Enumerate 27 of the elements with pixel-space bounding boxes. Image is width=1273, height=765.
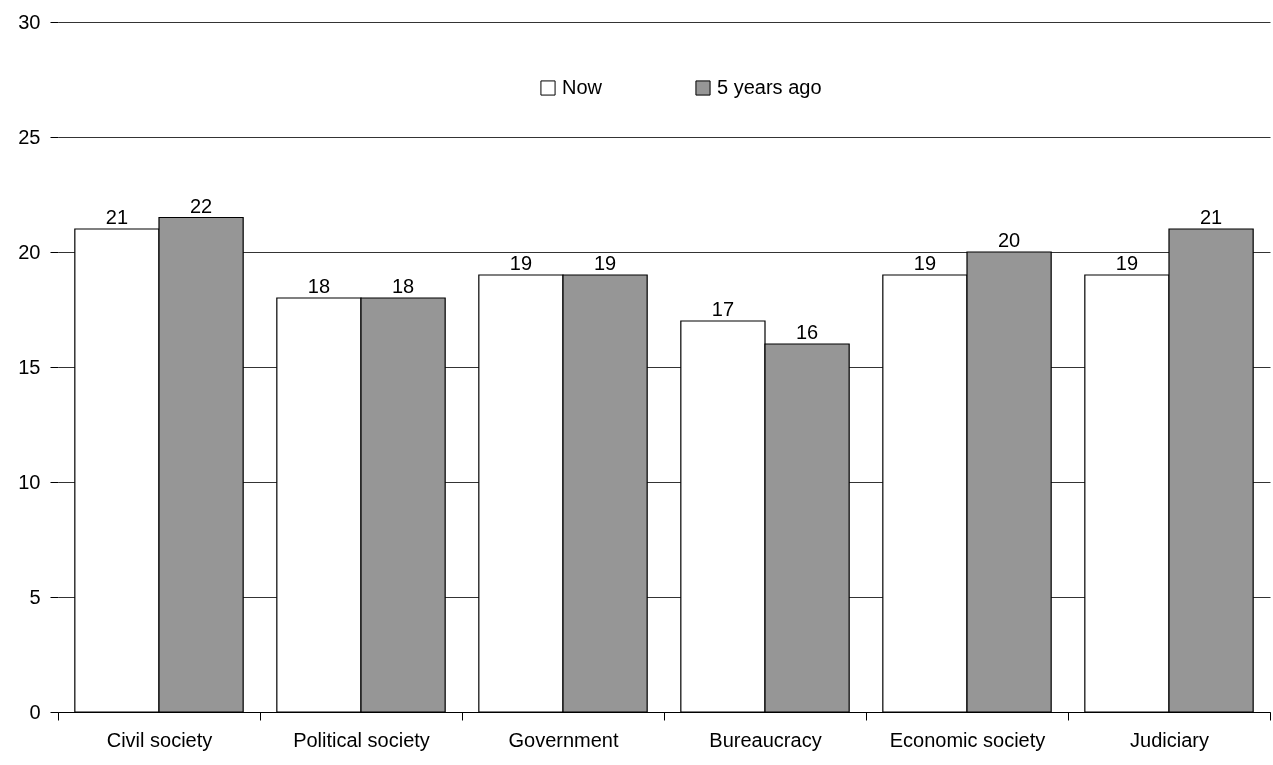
data-label: 19 <box>509 252 533 274</box>
x-tick-label: Political society <box>293 728 430 751</box>
y-tick-label: 5 <box>29 585 41 608</box>
data-label: 18 <box>307 275 331 297</box>
legend-label: Now <box>562 76 603 98</box>
x-tick-label: Civil society <box>106 728 213 751</box>
data-label: 19 <box>593 252 617 274</box>
data-label: 21 <box>105 206 129 228</box>
y-tick-label: 0 <box>29 700 41 723</box>
x-tick-label: Bureaucracy <box>709 728 822 751</box>
y-tick-label: 10 <box>18 470 41 493</box>
data-label: 17 <box>711 298 735 320</box>
x-tick-label: Government <box>508 728 619 751</box>
data-label: 19 <box>1115 252 1139 274</box>
data-label: 21 <box>1199 206 1223 228</box>
data-label: 19 <box>913 252 937 274</box>
y-tick-label: 25 <box>18 125 41 148</box>
data-label: 20 <box>997 229 1021 251</box>
data-label: 18 <box>391 275 415 297</box>
data-label: 22 <box>189 194 213 217</box>
y-tick-label: 15 <box>18 355 41 378</box>
legend-label: 5 years ago <box>717 76 822 98</box>
x-tick-label: Judiciary <box>1130 728 1209 751</box>
y-tick-label: 20 <box>18 240 41 263</box>
data-label: 16 <box>795 321 819 343</box>
y-tick-label: 30 <box>18 10 41 33</box>
x-tick-label: Economic society <box>889 728 1046 751</box>
